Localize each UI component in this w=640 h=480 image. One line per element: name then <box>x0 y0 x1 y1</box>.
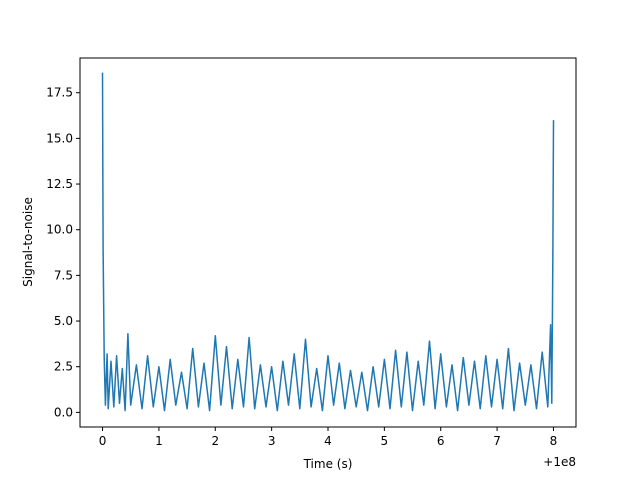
x-tick-label: 3 <box>268 434 276 448</box>
x-axis-ticks: 0 1 2 3 4 5 6 7 8 <box>99 427 558 448</box>
x-axis-offset-label: +1e8 <box>543 455 576 469</box>
x-tick-label: 4 <box>324 434 332 448</box>
x-tick-label: 7 <box>493 434 501 448</box>
plot-area <box>101 72 555 412</box>
y-tick-label: 2.5 <box>54 360 73 374</box>
y-tick-label: 17.5 <box>46 86 73 100</box>
y-tick-label: 15.0 <box>46 131 73 145</box>
y-axis-ticks: 0.0 2.5 5.0 7.5 10.0 12.5 15.0 17.5 <box>46 86 80 419</box>
series-line-0 <box>101 72 555 412</box>
y-tick-label: 12.5 <box>46 177 73 191</box>
x-tick-label: 8 <box>550 434 558 448</box>
y-tick-label: 0.0 <box>54 405 73 419</box>
y-tick-label: 5.0 <box>54 314 73 328</box>
y-axis-label: Signal-to-noise <box>21 197 35 287</box>
x-tick-label: 0 <box>99 434 107 448</box>
x-tick-label: 2 <box>211 434 219 448</box>
x-tick-label: 5 <box>381 434 389 448</box>
x-axis-label: Time (s) <box>303 457 353 471</box>
y-tick-label: 10.0 <box>46 223 73 237</box>
x-tick-label: 6 <box>437 434 445 448</box>
x-tick-label: 1 <box>155 434 163 448</box>
y-tick-label: 7.5 <box>54 268 73 282</box>
